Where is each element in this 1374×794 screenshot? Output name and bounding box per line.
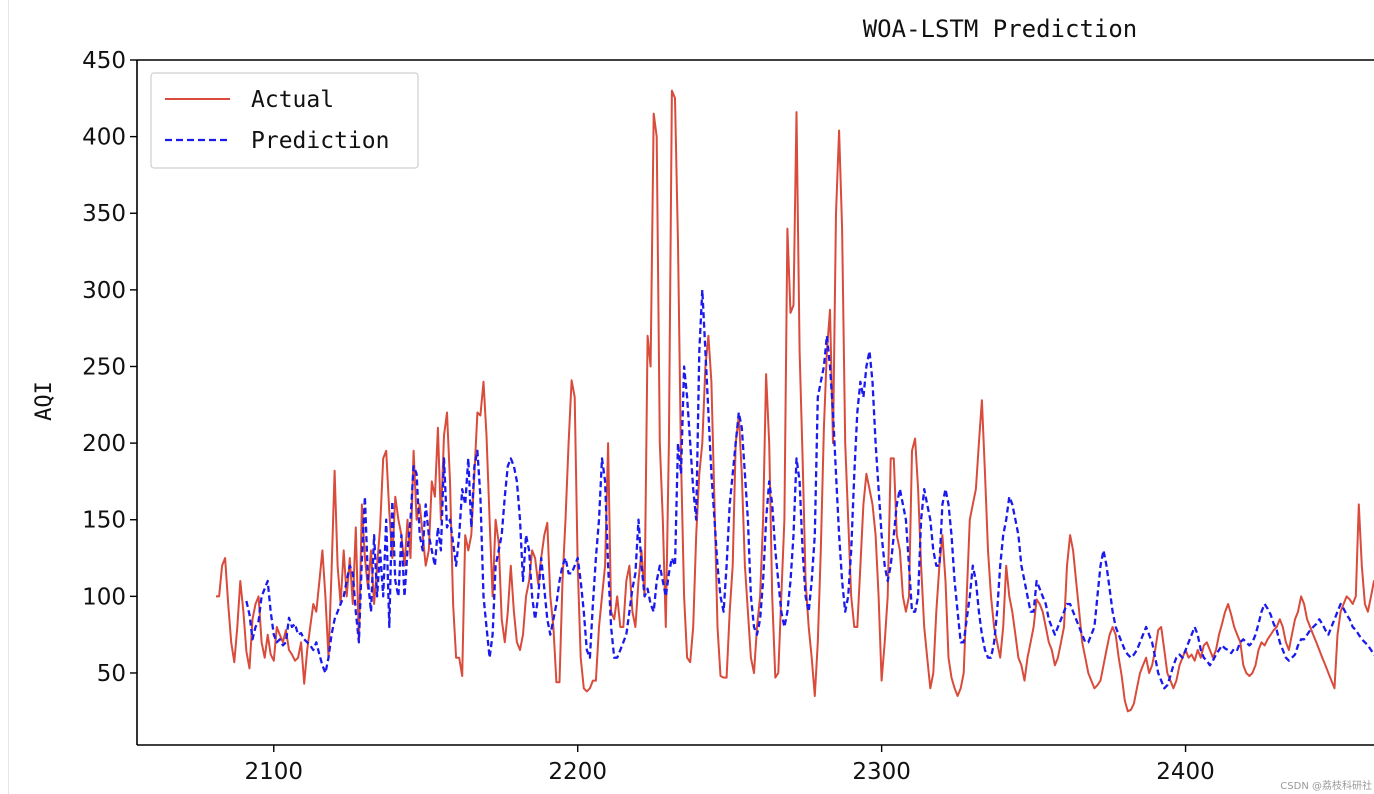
x-tick-label: 2100 [244, 759, 303, 785]
x-tick-label: 2400 [1156, 759, 1215, 785]
y-tick-label: 150 [82, 508, 126, 534]
x-tick-label: 2300 [852, 759, 911, 785]
y-tick-label: 350 [82, 201, 126, 227]
axes [136, 59, 1374, 746]
y-tick-label: 250 [82, 354, 126, 380]
legend: Actual Prediction [150, 72, 419, 169]
y-tick-label: 100 [82, 584, 126, 610]
y-axis-label: AQI [32, 381, 57, 421]
y-tick-label: 450 [82, 48, 126, 74]
y-tick-label: 300 [82, 278, 126, 304]
legend-frame [150, 72, 419, 169]
watermark: CSDN @荔枝科研社 [1280, 779, 1372, 792]
legend-label-actual: Actual [251, 87, 334, 113]
y-tick-label: 200 [82, 431, 126, 457]
legend-label-prediction: Prediction [251, 128, 389, 154]
x-tick-label: 2200 [548, 759, 607, 785]
ticks: 50 100 150 200 250 300 350 400 450 2100 2200 2300 24… [82, 48, 1215, 785]
series-line-prediction [245, 288, 1374, 690]
series-layer [216, 89, 1374, 713]
chart-title: WOA-LSTM Prediction [863, 15, 1138, 43]
y-tick-label: 400 [82, 125, 126, 151]
y-tick-label: 50 [97, 661, 126, 687]
